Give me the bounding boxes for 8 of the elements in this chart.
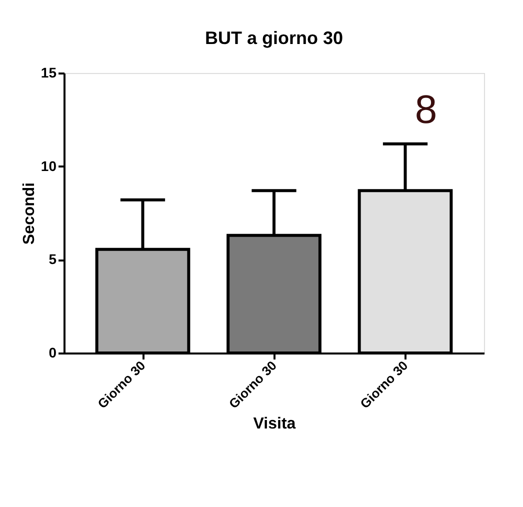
y-tick-label: 15 (40, 64, 57, 80)
chart-title: BUT a giorno 30 (204, 28, 344, 48)
annotation: 8 (414, 88, 438, 132)
y-tick-label: 10 (40, 158, 57, 174)
y-tick-label: 5 (48, 251, 57, 268)
y-axis-title: Secondi (20, 182, 38, 245)
x-axis-title: Visita (253, 415, 296, 432)
y-tick-label: 0 (48, 344, 57, 360)
